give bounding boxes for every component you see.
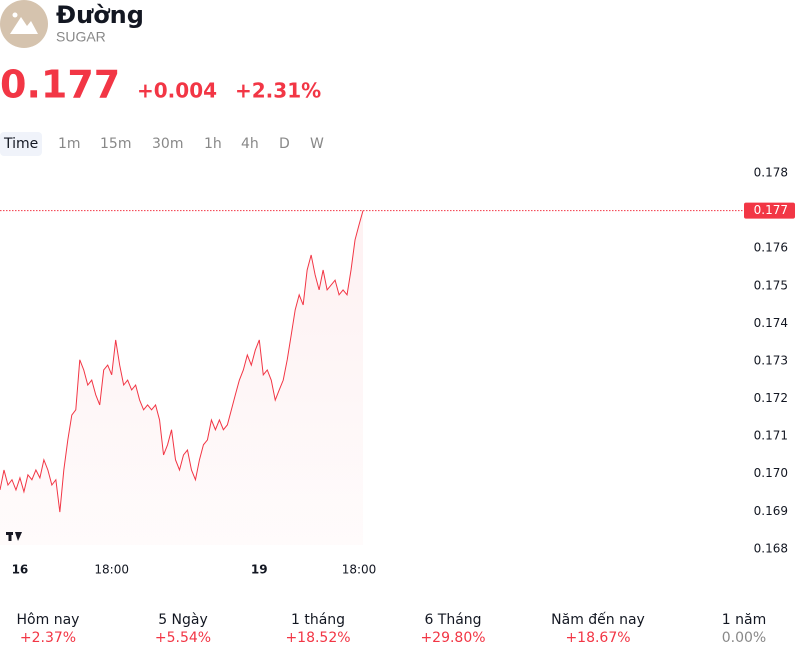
performance-value[interactable]: +18.52% bbox=[285, 630, 350, 646]
y-tick-label: 0.171 bbox=[754, 429, 788, 443]
interval-button[interactable]: W bbox=[310, 136, 324, 152]
interval-button[interactable]: D bbox=[279, 136, 290, 152]
performance-label[interactable]: 1 tháng bbox=[291, 612, 345, 628]
y-tick-label: 0.172 bbox=[754, 391, 788, 405]
performance-value[interactable]: +5.54% bbox=[155, 630, 211, 646]
logo bbox=[0, 0, 48, 48]
y-tick-label: 0.178 bbox=[754, 165, 788, 179]
price-change-percent: +2.31% bbox=[235, 79, 321, 103]
interval-button[interactable]: 4h bbox=[241, 136, 259, 152]
interval-button[interactable]: 15m bbox=[100, 136, 131, 152]
interval-button[interactable]: 1h bbox=[204, 136, 222, 152]
performance-label[interactable]: Hôm nay bbox=[17, 612, 80, 628]
price-area bbox=[0, 210, 363, 545]
x-tick-label: 18:00 bbox=[342, 563, 377, 577]
y-tick-label: 0.173 bbox=[754, 353, 788, 367]
price: 0.177 bbox=[0, 63, 120, 107]
x-tick-label: 16 bbox=[12, 563, 29, 577]
y-tick-label: 0.176 bbox=[754, 241, 788, 255]
y-tick-label: 0.170 bbox=[754, 466, 788, 480]
performance-label[interactable]: Năm đến nay bbox=[551, 611, 645, 628]
symbol-ticker: SUGAR bbox=[56, 29, 106, 45]
price-line bbox=[0, 210, 364, 513]
performance-value[interactable]: +18.67% bbox=[565, 630, 630, 646]
performance-value[interactable]: +29.80% bbox=[420, 630, 485, 646]
interval-button[interactable]: 1m bbox=[58, 136, 81, 152]
interval-active-bg bbox=[0, 132, 42, 156]
interval-button[interactable]: Time bbox=[3, 136, 38, 152]
y-tick-label: 0.174 bbox=[754, 316, 788, 330]
y-tick-label: 0.169 bbox=[754, 504, 788, 518]
symbol-name: Đường bbox=[56, 1, 144, 29]
y-tick-label: 0.175 bbox=[754, 278, 788, 292]
x-tick-label: 18:00 bbox=[94, 563, 129, 577]
price-change: +0.004 bbox=[137, 79, 217, 103]
performance-label[interactable]: 5 Ngày bbox=[158, 612, 208, 628]
interval-button[interactable]: 30m bbox=[152, 136, 183, 152]
x-tick-label: 19 bbox=[251, 563, 268, 577]
last-price-badge bbox=[744, 202, 795, 219]
performance-value[interactable]: +2.37% bbox=[20, 630, 76, 646]
last-price-label: 0.177 bbox=[754, 203, 788, 217]
performance-value[interactable]: 0.00% bbox=[722, 630, 766, 646]
performance-label[interactable]: 1 năm bbox=[722, 612, 766, 628]
y-tick-label: 0.168 bbox=[754, 541, 788, 555]
performance-label[interactable]: 6 Tháng bbox=[424, 612, 481, 628]
